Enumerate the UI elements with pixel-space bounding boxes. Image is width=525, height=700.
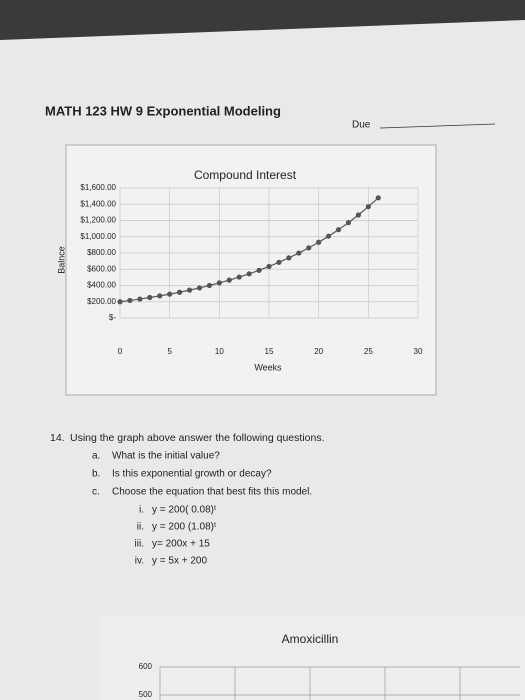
y-tick-label: $1,200.00 <box>80 216 116 225</box>
data-point <box>147 294 153 301</box>
data-point <box>226 277 232 283</box>
y-tick-label: $200.00 <box>87 297 116 306</box>
data-point <box>335 227 342 233</box>
data-point <box>276 259 282 265</box>
data-point <box>365 204 371 210</box>
chart-frame <box>100 615 525 700</box>
y-tick-label: 600 <box>139 662 153 671</box>
data-point <box>117 299 123 305</box>
y-tick-label: $1,600.00 <box>80 183 116 192</box>
choice-text: y = 5x + 200 <box>152 556 207 567</box>
x-tick-label: 20 <box>314 347 323 356</box>
data-point <box>316 239 322 245</box>
item-label: c. <box>92 487 100 498</box>
data-point <box>306 245 312 251</box>
x-tick-label: 5 <box>167 347 172 356</box>
y-tick-label: $- <box>109 313 116 322</box>
due-label: Due <box>352 120 371 131</box>
choice-text: y= 200x + 15 <box>152 539 210 550</box>
choice-label: i. <box>139 505 144 516</box>
y-axis-label: Balnce <box>56 246 66 274</box>
data-point <box>137 296 143 302</box>
x-tick-label: 15 <box>265 347 274 356</box>
y-tick-label: $1,000.00 <box>80 232 116 241</box>
header-title: MATH 123 HW 9 Exponential Modeling <box>45 103 281 118</box>
choice-label: iii. <box>135 539 144 550</box>
data-point <box>177 289 183 295</box>
choice-text: y = 200( 0.08)ᵗ <box>152 505 216 516</box>
item-label: a. <box>92 451 100 462</box>
chart-frame <box>65 144 437 396</box>
data-point <box>375 195 381 201</box>
data-point <box>246 271 252 277</box>
y-tick-label: $600.00 <box>87 264 116 273</box>
y-tick-label: $800.00 <box>87 248 116 257</box>
question-text: Using the graph above answer the followi… <box>70 432 325 444</box>
data-point <box>167 291 173 297</box>
chart-title: Amoxicillin <box>282 632 339 646</box>
item-text: Choose the equation that best fits this … <box>112 487 312 498</box>
data-point <box>127 297 133 304</box>
x-tick-label: 25 <box>364 347 373 356</box>
x-tick-label: 10 <box>215 347 224 356</box>
data-point <box>206 282 212 289</box>
data-point <box>266 263 272 270</box>
data-point <box>157 293 163 299</box>
due-line <box>379 123 496 129</box>
data-point <box>296 250 302 256</box>
choice-label: iv. <box>135 556 144 567</box>
chart-title: Compound Interest <box>194 168 297 182</box>
data-point <box>326 233 332 239</box>
x-tick-label: 0 <box>118 347 123 356</box>
data-point <box>345 220 352 226</box>
data-point <box>286 255 292 261</box>
y-tick-label: 500 <box>139 690 153 699</box>
data-point <box>355 212 361 218</box>
x-axis-label: Weeks <box>254 362 282 372</box>
x-tick-label: 30 <box>414 347 423 356</box>
data-point <box>256 267 262 273</box>
question: 14. Using the graph above answer the fol… <box>50 432 325 567</box>
item-text: Is this exponential growth or decay? <box>112 469 272 480</box>
y-tick-label: $1,400.00 <box>80 199 116 208</box>
choice-label: ii. <box>137 522 144 533</box>
question-number: 14. <box>50 432 65 444</box>
data-point <box>216 280 222 286</box>
data-point <box>186 287 193 293</box>
y-tick-label: $400.00 <box>87 281 116 290</box>
data-point <box>236 274 242 280</box>
data-point <box>196 285 203 291</box>
item-text: What is the initial value? <box>112 451 220 462</box>
choice-text: y = 200 (1.08)ᵗ <box>152 522 216 533</box>
item-label: b. <box>92 469 100 480</box>
